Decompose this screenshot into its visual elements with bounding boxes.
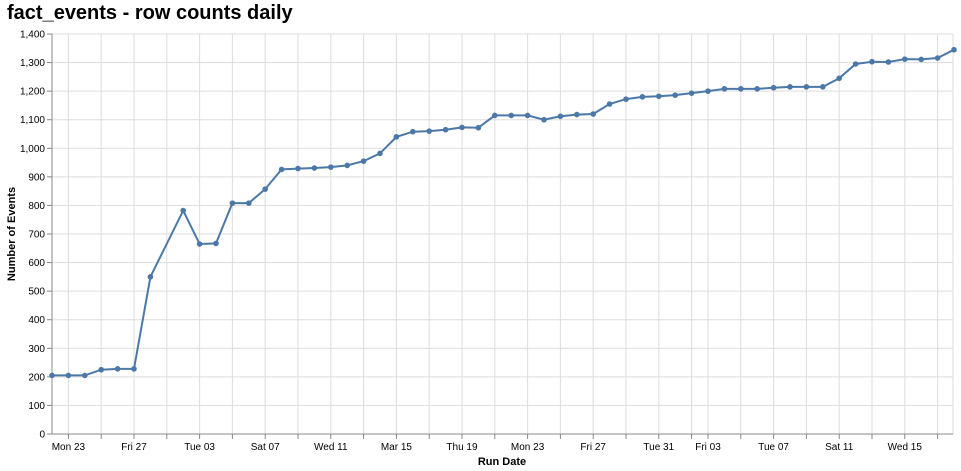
x-tick-label: Tue 07 bbox=[758, 442, 789, 453]
x-tick-label: Wed 11 bbox=[314, 442, 348, 453]
x-tick-label: Sat 07 bbox=[251, 442, 280, 453]
x-tick-label: Thu 19 bbox=[446, 442, 478, 453]
x-tick-label: Mon 23 bbox=[511, 442, 545, 453]
data-point[interactable] bbox=[820, 84, 826, 90]
data-point[interactable] bbox=[344, 162, 351, 169]
data-point[interactable] bbox=[574, 111, 580, 118]
x-tick-label: Mar 15 bbox=[381, 442, 413, 453]
data-point[interactable] bbox=[557, 113, 564, 120]
y-axis: 0 100 200 300 400 500 600 700 800 900 1,000 1,100 1,… bbox=[20, 30, 53, 441]
data-point[interactable] bbox=[131, 366, 137, 372]
data-point[interactable] bbox=[852, 61, 859, 67]
data-point[interactable] bbox=[65, 372, 72, 379]
y-tick-label: 800 bbox=[28, 201, 45, 212]
y-axis-title: Number of Events bbox=[6, 187, 18, 281]
data-point[interactable] bbox=[951, 46, 957, 53]
y-tick-label: 1,000 bbox=[20, 144, 45, 155]
series-line bbox=[52, 48, 955, 377]
data-point[interactable] bbox=[918, 56, 924, 63]
data-point[interactable] bbox=[213, 240, 219, 247]
y-tick-label: 100 bbox=[28, 401, 45, 412]
data-point[interactable] bbox=[98, 366, 104, 373]
y-tick-label: 200 bbox=[28, 372, 45, 383]
x-tick-label: Fri 27 bbox=[121, 442, 147, 453]
data-point[interactable] bbox=[639, 94, 646, 100]
y-tick-label: 1,300 bbox=[20, 58, 45, 69]
data-point[interactable] bbox=[524, 112, 531, 119]
data-point[interactable] bbox=[541, 116, 547, 123]
data-point[interactable] bbox=[246, 200, 252, 206]
y-tick-label: 500 bbox=[28, 287, 45, 298]
x-tick-label: Wed 15 bbox=[888, 442, 923, 453]
data-point[interactable] bbox=[278, 166, 285, 173]
data-point[interactable] bbox=[508, 112, 514, 119]
x-axis-title: Run Date bbox=[478, 456, 526, 468]
gridlines bbox=[52, 33, 954, 435]
y-tick-label: 300 bbox=[28, 344, 45, 355]
data-point[interactable] bbox=[885, 59, 892, 65]
y-tick-label: 1,200 bbox=[20, 87, 45, 98]
data-point[interactable] bbox=[426, 128, 433, 134]
y-tick-label: 400 bbox=[28, 315, 45, 326]
x-tick-label: Tue 31 bbox=[643, 442, 674, 453]
data-point[interactable] bbox=[442, 126, 449, 133]
data-point[interactable] bbox=[475, 124, 482, 131]
x-axis: Mon 23 Fri 27 Tue 03 Sat 07 Wed 11 Mar 15 Thu … bbox=[52, 433, 953, 453]
data-point[interactable] bbox=[393, 134, 400, 140]
data-point[interactable] bbox=[705, 88, 711, 94]
data-point[interactable] bbox=[770, 84, 777, 91]
data-point[interactable] bbox=[49, 372, 55, 379]
data-point[interactable] bbox=[836, 75, 842, 82]
data-point[interactable] bbox=[114, 366, 121, 372]
data-point[interactable] bbox=[410, 128, 416, 135]
x-tick-label: Fri 03 bbox=[695, 442, 721, 453]
chart-title: fact_events - row counts daily bbox=[7, 2, 293, 24]
x-tick-label: Fri 27 bbox=[580, 442, 606, 453]
data-point[interactable] bbox=[688, 90, 695, 96]
data-point[interactable] bbox=[738, 86, 744, 92]
data-point[interactable] bbox=[360, 158, 367, 164]
y-tick-label: 0 bbox=[39, 430, 45, 441]
data-point[interactable] bbox=[606, 101, 613, 107]
data-point[interactable] bbox=[656, 93, 662, 100]
data-point[interactable] bbox=[229, 200, 236, 206]
data-series bbox=[49, 46, 957, 379]
data-point[interactable] bbox=[902, 56, 908, 62]
data-point[interactable] bbox=[869, 58, 875, 65]
data-point[interactable] bbox=[721, 86, 728, 92]
y-tick-label: 700 bbox=[28, 230, 45, 241]
y-tick-label: 1,400 bbox=[20, 30, 45, 41]
x-tick-label: Sat 11 bbox=[825, 442, 854, 453]
data-point[interactable] bbox=[754, 86, 760, 92]
data-point[interactable] bbox=[295, 165, 301, 172]
data-point[interactable] bbox=[82, 372, 88, 379]
data-point[interactable] bbox=[803, 84, 810, 90]
x-tick-label: Mon 23 bbox=[52, 442, 86, 453]
data-point[interactable] bbox=[590, 111, 596, 117]
data-point[interactable] bbox=[459, 124, 465, 131]
x-tick-label: Tue 03 bbox=[184, 442, 215, 453]
data-point[interactable] bbox=[787, 84, 793, 90]
y-tick-label: 900 bbox=[28, 172, 45, 183]
data-point[interactable] bbox=[492, 112, 498, 119]
data-point[interactable] bbox=[934, 55, 941, 61]
data-point[interactable] bbox=[328, 164, 334, 170]
data-point[interactable] bbox=[672, 92, 678, 98]
data-point[interactable] bbox=[147, 274, 154, 280]
data-point[interactable] bbox=[377, 150, 383, 157]
data-point[interactable] bbox=[262, 186, 269, 192]
y-tick-label: 600 bbox=[28, 258, 45, 269]
data-point[interactable] bbox=[623, 96, 629, 102]
data-point[interactable] bbox=[196, 241, 203, 247]
y-tick-label: 1,100 bbox=[20, 115, 45, 126]
data-point[interactable] bbox=[180, 207, 186, 214]
data-point[interactable] bbox=[311, 165, 318, 171]
